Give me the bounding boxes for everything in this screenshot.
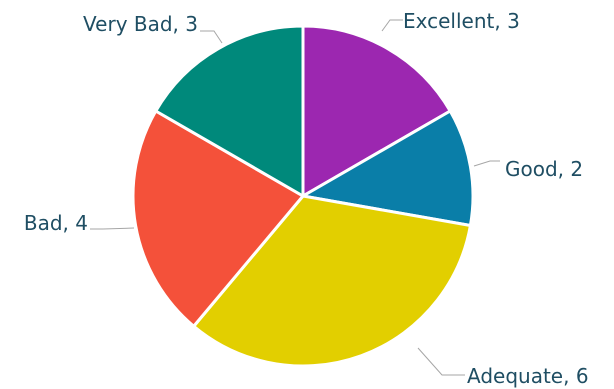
leader-line-good: [473, 160, 500, 167]
pie-slice-bad: [131, 109, 305, 328]
pie-slice-excellent: [301, 24, 452, 198]
leader-line-bad: [90, 227, 135, 230]
data-label-good: Good, 2: [505, 157, 583, 181]
pie-slice-very-bad: [154, 24, 305, 198]
pie-slice-good: [301, 109, 475, 228]
pie-slice-adequate: [192, 194, 472, 368]
leader-line-very-bad: [200, 30, 223, 44]
data-label-excellent: Excellent, 3: [403, 9, 520, 33]
pie-slices: [131, 24, 475, 368]
leader-line-excellent: [381, 19, 403, 32]
data-label-bad: Bad, 4: [24, 211, 88, 235]
data-label-very-bad: Very Bad, 3: [83, 12, 198, 36]
leader-line-adequate: [417, 347, 465, 376]
data-label-adequate: Adequate, 6: [467, 364, 589, 388]
data-labels: Excellent, 3 Good, 2 Adequate, 6 Bad, 4 …: [24, 9, 589, 388]
leader-lines: [90, 19, 500, 376]
